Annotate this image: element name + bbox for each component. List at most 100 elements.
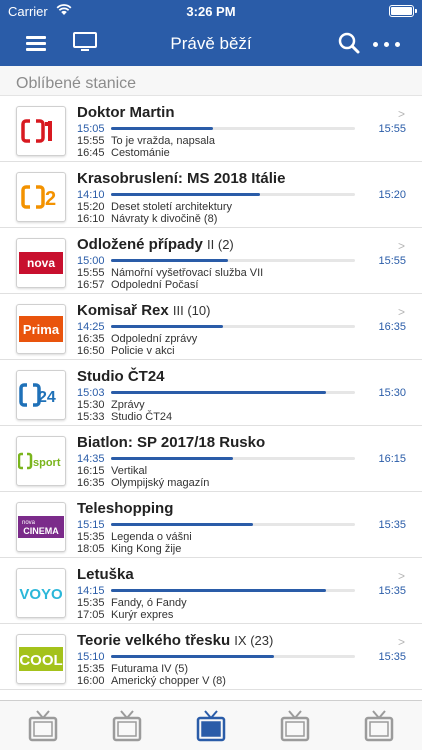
next-time: 15:35 (77, 531, 105, 543)
status-bar: Carrier 3:26 PM (0, 0, 422, 22)
svg-text:sport: sport (33, 457, 61, 469)
later-time: 16:50 (77, 345, 105, 357)
program-title: Studio ČT24 (77, 368, 165, 385)
voyo-logo: VOYO (16, 568, 66, 618)
start-time: 15:03 (77, 387, 105, 399)
next-time: 15:35 (77, 597, 105, 609)
start-time: 14:10 (77, 189, 105, 201)
channel-list: Doktor Martin 15:05 15:55 To je vražda, … (0, 96, 422, 690)
later-time: 16:57 (77, 279, 105, 291)
next-program: Fandy, ó Fandy (111, 597, 187, 609)
svg-text:COOL: COOL (19, 652, 62, 669)
chevron-right-icon: > (397, 569, 405, 583)
svg-text:VOYO: VOYO (19, 586, 63, 603)
clock: 3:26 PM (186, 4, 236, 19)
next-time: 15:35 (77, 663, 105, 675)
later-program: King Kong žije (111, 543, 182, 555)
channel-row[interactable]: COOL Teorie velkého třesku IX (23) 15:10… (0, 624, 422, 690)
program-title: Krasobruslení: MS 2018 Itálie (77, 170, 286, 187)
program-title: Doktor Martin (77, 104, 175, 121)
start-time: 14:15 (77, 585, 105, 597)
end-time: 16:15 (378, 453, 406, 465)
next-time: 16:15 (77, 465, 105, 477)
tab-1[interactable] (28, 709, 58, 743)
end-time: 15:55 (378, 123, 406, 135)
next-program: Vertikal (111, 465, 148, 477)
tv-icon (196, 710, 226, 742)
program-title: Teleshopping (77, 500, 174, 517)
next-program: Námořní vyšetřovací služba VII (111, 267, 264, 279)
battery-icon (389, 5, 417, 17)
progress-bar (111, 127, 355, 130)
chevron-right-icon: > (397, 239, 405, 253)
channel-row[interactable]: Doktor Martin 15:05 15:55 To je vražda, … (0, 96, 422, 162)
later-program: Návraty k divočině (8) (111, 213, 218, 225)
ct1-logo (16, 106, 66, 156)
progress-bar (111, 325, 355, 328)
progress-bar (111, 655, 355, 658)
later-program: Policie v akci (111, 345, 175, 357)
menu-icon[interactable] (22, 30, 52, 58)
tv-icon (280, 710, 310, 742)
tab-4[interactable] (280, 709, 310, 743)
next-time: 15:30 (77, 399, 105, 411)
program-title: Biatlon: SP 2017/18 Rusko (77, 434, 266, 451)
later-time: 15:33 (77, 411, 105, 423)
later-program: Olympijský magazín (111, 477, 210, 489)
program-title: Letuška (77, 566, 134, 583)
tv-icon (364, 710, 394, 742)
start-time: 14:35 (77, 453, 105, 465)
tv-icon[interactable] (72, 30, 102, 58)
next-program: Zprávy (111, 399, 145, 411)
channel-row[interactable]: 24 Studio ČT24 15:03 15:30 Zprávy 15:33 … (0, 360, 422, 426)
end-time: 15:20 (378, 189, 406, 201)
tab-3[interactable] (196, 709, 226, 743)
later-time: 16:00 (77, 675, 105, 687)
channel-row[interactable]: nova CINEMA Teleshopping 15:15 15:35 Lege… (0, 492, 422, 558)
progress-bar (111, 589, 355, 592)
start-time: 14:25 (77, 321, 105, 333)
chevron-right-icon: > (397, 635, 405, 649)
next-program: Deset století architektury (111, 201, 233, 213)
chevron-right-icon: > (397, 107, 405, 121)
later-program: Odpolední Počasí (111, 279, 199, 291)
channel-row[interactable]: Prima Komisař Rex III (10) 14:25 16:35 O… (0, 294, 422, 360)
channel-row[interactable]: 2 Krasobruslení: MS 2018 Itálie 14:10 15… (0, 162, 422, 228)
carrier-label: Carrier (8, 4, 48, 19)
channel-row[interactable]: sport Biatlon: SP 2017/18 Rusko 14:35 16… (0, 426, 422, 492)
tab-5[interactable] (364, 709, 394, 743)
ct-sport-logo: sport (16, 436, 66, 486)
tv-icon (28, 710, 58, 742)
more-icon[interactable] (370, 30, 404, 58)
later-time: 17:05 (77, 609, 105, 621)
progress-bar (111, 391, 355, 394)
nav-bar: Právě běží (0, 22, 422, 66)
next-time: 15:55 (77, 135, 105, 147)
svg-text:nova: nova (27, 256, 55, 270)
section-header: Oblíbené stanice (0, 66, 422, 96)
later-program: Americký chopper V (8) (111, 675, 226, 687)
end-time: 15:30 (378, 387, 406, 399)
program-title: Odložené případy II (2) (77, 236, 234, 253)
search-icon[interactable] (336, 30, 366, 58)
svg-text:nova: nova (22, 520, 36, 526)
section-label: Oblíbené stanice (16, 75, 137, 92)
end-time: 15:55 (378, 255, 406, 267)
later-time: 16:10 (77, 213, 105, 225)
later-program: Cestománie (111, 147, 170, 159)
start-time: 15:10 (77, 651, 105, 663)
tab-2[interactable] (112, 709, 142, 743)
tab-bar (0, 700, 422, 750)
end-time: 15:35 (378, 519, 406, 531)
later-time: 18:05 (77, 543, 105, 555)
channel-row[interactable]: VOYO Letuška 14:15 15:35 Fandy, ó Fandy … (0, 558, 422, 624)
later-program: Kurýr expres (111, 609, 174, 621)
program-title: Komisař Rex III (10) (77, 302, 211, 319)
next-time: 15:55 (77, 267, 105, 279)
next-program: Legenda o vášni (111, 531, 192, 543)
prima-logo: Prima (16, 304, 66, 354)
progress-bar (111, 259, 355, 262)
channel-row[interactable]: nova Odložené případy II (2) 15:00 15:55… (0, 228, 422, 294)
next-time: 16:35 (77, 333, 105, 345)
page-title: Právě běží (170, 34, 252, 53)
